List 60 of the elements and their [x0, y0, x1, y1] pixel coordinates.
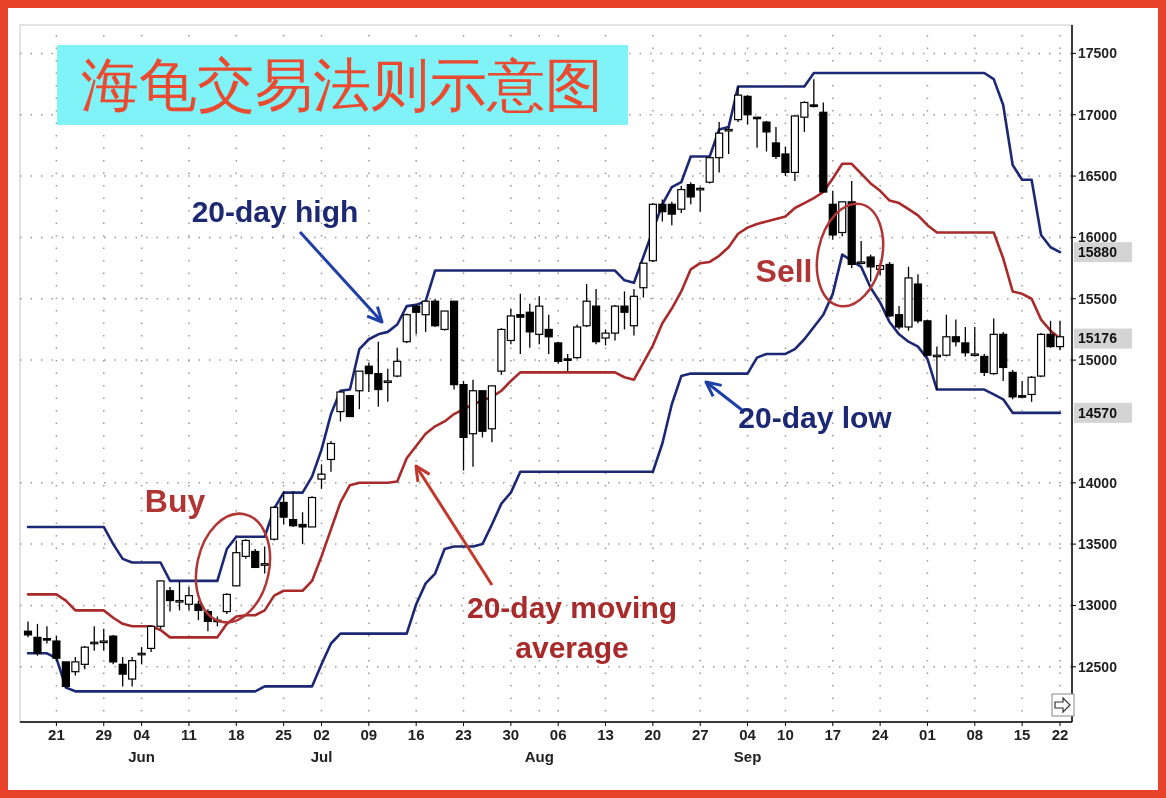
- x-tick-label: 04 Jun: [128, 726, 155, 765]
- x-tick-label: 10: [777, 726, 794, 743]
- line-series: [26, 253, 1062, 693]
- candlestick: [393, 347, 402, 378]
- text: 20-day high: [191, 195, 359, 228]
- x-tick-label: Aug: [524, 748, 554, 765]
- y-tick-label: 15000: [1078, 352, 1118, 368]
- x-tick-label: 13: [597, 726, 614, 743]
- x-tick-label: 22: [1051, 726, 1069, 743]
- candlestick: [317, 463, 326, 490]
- x-tick-label: 20: [644, 726, 662, 743]
- y-tick-label: 14000: [1078, 474, 1118, 491]
- y-tick-label: 15500: [1078, 290, 1118, 307]
- series-label: 20-day low: [738, 401, 893, 434]
- candlestick: [544, 314, 553, 355]
- x-tick-label: 23: [455, 726, 472, 743]
- candlestick: [970, 326, 979, 358]
- candlestick: [80, 645, 89, 670]
- y-tick-label: 17500: [1078, 45, 1118, 62]
- x-tick-label: 09: [360, 726, 378, 743]
- candlestick: [1027, 375, 1036, 403]
- y-tick-label: 17000: [1078, 106, 1118, 123]
- candlestick: [260, 545, 269, 575]
- x-tick-label: 17: [824, 726, 842, 743]
- chart-title: 海龟交易法则示意图: [81, 51, 603, 120]
- y-tick-label: 16500: [1078, 167, 1118, 184]
- annotation: Buy: [144, 483, 206, 519]
- x-tick-label: 11: [181, 726, 197, 743]
- x-tick-label: 25: [275, 726, 292, 743]
- candlestick: [23, 620, 33, 638]
- x-tick-label: 08: [966, 726, 984, 743]
- candlestick: [724, 126, 733, 155]
- y-tick-label: 13500: [1078, 536, 1118, 553]
- y-tick-label: 13000: [1078, 597, 1118, 614]
- candlestick: [383, 368, 392, 403]
- data-label: 15880: [1078, 244, 1118, 261]
- y-tick-label: 12500: [1078, 658, 1118, 675]
- x-tick-label: 16: [407, 726, 425, 743]
- candlestick: [326, 440, 336, 473]
- annotation: Sell: [755, 253, 813, 289]
- x-tick-label: 30: [502, 726, 520, 743]
- x-tick-label: 24: [871, 726, 890, 743]
- y-tick-label: 16000: [1078, 229, 1118, 246]
- candlestick: [222, 592, 231, 615]
- text: 20-day moving average: [466, 591, 678, 664]
- x-tick-label: 21: [48, 726, 65, 743]
- candlestick: [412, 304, 421, 335]
- candlestick: [961, 326, 970, 358]
- data-label: 15176: [1078, 330, 1118, 347]
- data-label: 14570: [1078, 404, 1118, 421]
- x-tick-label: 04 Sep: [733, 726, 762, 765]
- x-tick-label: 15: [1013, 726, 1031, 743]
- x-tick-label: 29: [95, 726, 113, 743]
- candlestick: [980, 353, 989, 377]
- x-tick-label: 18: [227, 726, 245, 743]
- candlestick: [762, 120, 771, 153]
- x-tick-label: 01: [919, 726, 936, 743]
- x-tick-label: 06: [549, 726, 567, 743]
- x-tick-label: 27: [691, 726, 709, 743]
- x-tick-label: 02 Jul: [310, 726, 333, 765]
